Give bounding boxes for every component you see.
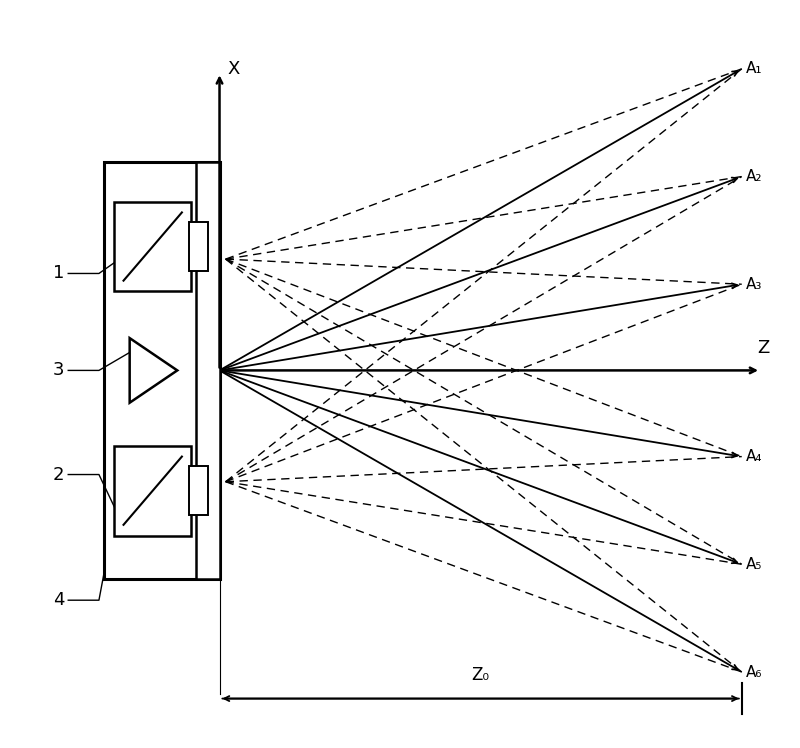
- Text: Z: Z: [757, 340, 770, 358]
- Bar: [114, 202, 191, 292]
- Text: 1: 1: [53, 265, 64, 283]
- Text: 4: 4: [53, 591, 64, 609]
- Bar: [104, 162, 219, 579]
- Text: A₃: A₃: [746, 277, 762, 292]
- Text: 3: 3: [53, 361, 64, 379]
- Text: A₂: A₂: [746, 169, 763, 184]
- Bar: [189, 466, 208, 515]
- Bar: [189, 222, 208, 272]
- Text: A₄: A₄: [746, 449, 763, 464]
- Text: A₆: A₆: [746, 664, 762, 679]
- Bar: [114, 446, 191, 536]
- Bar: [197, 162, 219, 579]
- Text: X: X: [227, 60, 239, 78]
- Text: 2: 2: [53, 465, 64, 483]
- Text: A₁: A₁: [746, 61, 763, 76]
- Polygon shape: [130, 338, 178, 402]
- Text: A₅: A₅: [746, 557, 762, 571]
- Text: Z₀: Z₀: [471, 666, 490, 684]
